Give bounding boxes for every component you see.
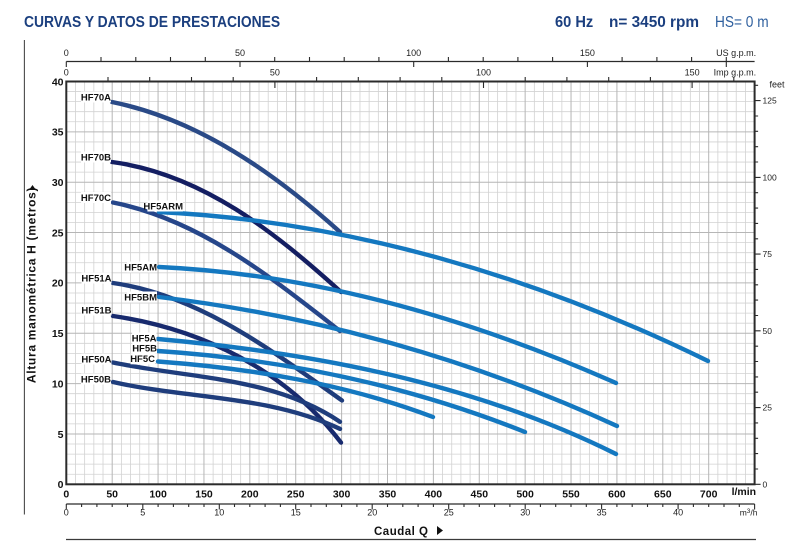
svg-text:25: 25: [763, 403, 773, 413]
svg-text:10: 10: [214, 508, 224, 518]
svg-text:15: 15: [52, 328, 64, 340]
svg-text:25: 25: [444, 508, 454, 518]
svg-text:350: 350: [379, 489, 397, 501]
svg-text:150: 150: [580, 48, 595, 58]
svg-text:150: 150: [685, 68, 700, 78]
svg-text:HF5C: HF5C: [130, 354, 155, 365]
svg-text:HF5B: HF5B: [132, 343, 157, 354]
svg-text:HF50B: HF50B: [81, 374, 111, 385]
svg-text:5: 5: [140, 508, 145, 518]
svg-text:400: 400: [425, 489, 443, 501]
svg-text:HF51B: HF51B: [81, 305, 111, 316]
svg-text:5: 5: [58, 429, 64, 441]
svg-text:30: 30: [520, 508, 530, 518]
svg-text:HF50A: HF50A: [81, 354, 111, 365]
svg-text:HF5BM: HF5BM: [124, 292, 157, 303]
svg-text:50: 50: [270, 68, 280, 78]
svg-text:150: 150: [195, 489, 213, 501]
svg-text:15: 15: [291, 508, 301, 518]
svg-text:HF5ARM: HF5ARM: [143, 201, 183, 212]
svg-text:125: 125: [763, 96, 777, 106]
svg-text:HF70A: HF70A: [81, 92, 111, 103]
svg-text:Caudal Q: Caudal Q: [374, 526, 428, 538]
svg-text:20: 20: [52, 278, 64, 290]
svg-text:200: 200: [241, 489, 259, 501]
svg-text:300: 300: [333, 489, 351, 501]
svg-text:0: 0: [64, 508, 69, 518]
svg-text:550: 550: [562, 489, 580, 501]
svg-text:HF5AM: HF5AM: [124, 262, 157, 273]
svg-text:100: 100: [406, 48, 421, 58]
svg-text:250: 250: [287, 489, 305, 501]
svg-text:50: 50: [106, 489, 118, 501]
svg-text:50: 50: [235, 48, 245, 58]
svg-text:450: 450: [471, 489, 489, 501]
svg-text:25: 25: [52, 227, 64, 239]
svg-text:500: 500: [516, 489, 534, 501]
svg-text:20: 20: [367, 508, 377, 518]
svg-text:40: 40: [52, 76, 64, 88]
svg-text:10: 10: [52, 378, 64, 390]
svg-text:100: 100: [476, 68, 491, 78]
svg-text:30: 30: [52, 177, 64, 189]
svg-text:HF5A: HF5A: [132, 333, 157, 344]
svg-text:feet: feet: [770, 79, 786, 89]
svg-text:HF51A: HF51A: [81, 273, 111, 284]
svg-text:100: 100: [149, 489, 167, 501]
svg-text:0: 0: [63, 489, 69, 501]
svg-text:650: 650: [654, 489, 672, 501]
svg-text:600: 600: [608, 489, 626, 501]
svg-text:50: 50: [763, 326, 773, 336]
svg-text:US g.p.m.: US g.p.m.: [716, 48, 756, 58]
svg-text:700: 700: [700, 489, 718, 501]
svg-text:35: 35: [597, 508, 607, 518]
svg-text:35: 35: [52, 127, 64, 139]
svg-text:0: 0: [58, 479, 64, 491]
svg-text:0: 0: [763, 479, 768, 489]
svg-text:Imp g.p.m.: Imp g.p.m.: [714, 68, 757, 78]
svg-text:100: 100: [763, 172, 777, 182]
svg-text:Altura manométrica H (metros): Altura manométrica H (metros): [25, 187, 39, 383]
svg-text:0: 0: [64, 48, 69, 58]
svg-text:HF70C: HF70C: [81, 193, 111, 204]
svg-text:0: 0: [64, 68, 69, 78]
svg-text:HF70B: HF70B: [81, 152, 111, 163]
svg-text:40: 40: [673, 508, 683, 518]
svg-text:75: 75: [763, 249, 773, 259]
svg-text:l/min: l/min: [732, 486, 757, 498]
svg-text:m3/h: m3/h: [740, 508, 758, 518]
